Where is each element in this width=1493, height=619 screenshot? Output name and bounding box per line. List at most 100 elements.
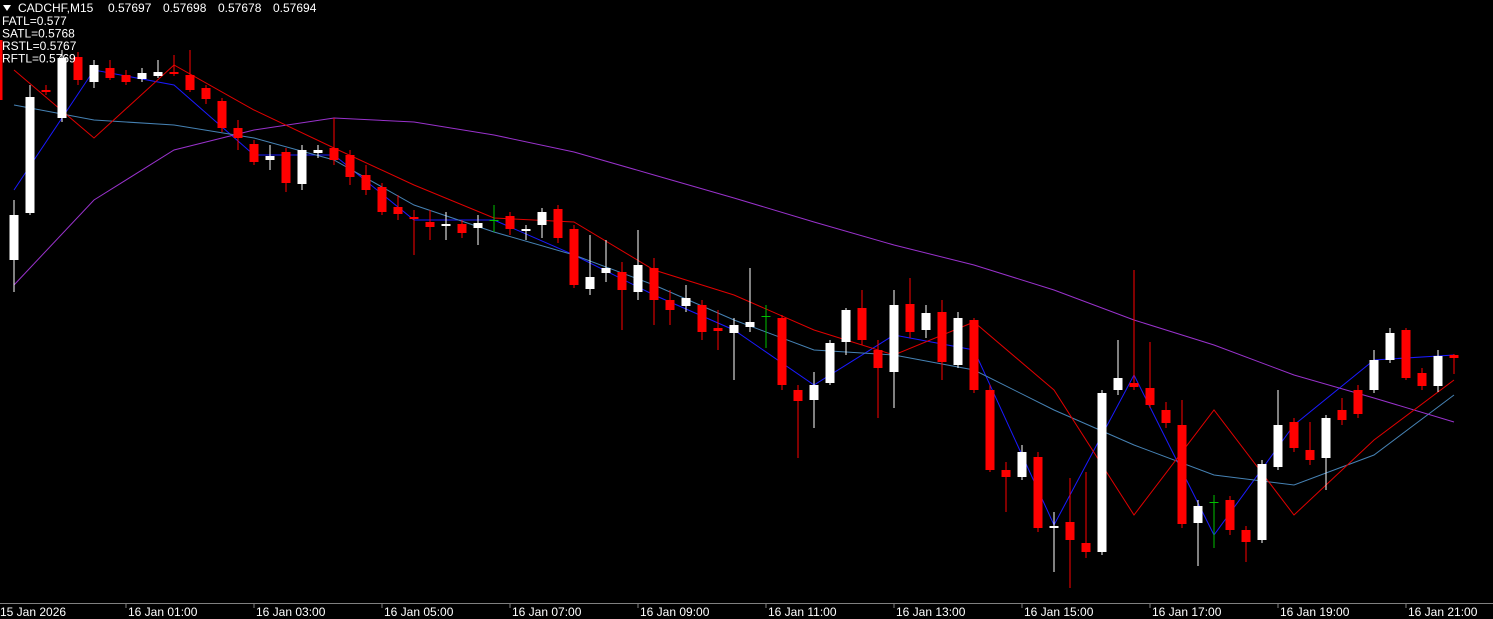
candle-body: [969, 320, 979, 390]
candle-body: [1225, 500, 1235, 530]
candle-body: [89, 65, 99, 82]
candle-body: [857, 308, 867, 340]
candle-body: [1337, 410, 1347, 420]
candle-body: [0, 40, 3, 100]
collapse-arrow[interactable]: [3, 5, 11, 11]
candle-body: [1049, 526, 1059, 528]
candle-body: [473, 223, 483, 228]
candle-body: [1145, 388, 1155, 405]
candle-body: [313, 150, 323, 153]
candle-body: [329, 148, 339, 160]
candle-body: [169, 72, 179, 74]
candle-body: [569, 229, 579, 285]
candle-body: [1353, 390, 1363, 414]
candle-body: [1401, 330, 1411, 378]
candle-body: [201, 88, 211, 99]
header-close: 0.57694: [273, 1, 317, 15]
candle-body: [745, 322, 755, 327]
candle-body: [1177, 425, 1187, 524]
candle-body: [425, 222, 435, 227]
candle-body: [361, 175, 371, 190]
candle-body: [281, 152, 291, 183]
candle-body: [1369, 360, 1379, 390]
candle-body: [1113, 378, 1123, 390]
candle-body: [793, 390, 803, 401]
candle-body: [1273, 425, 1283, 467]
candle-body: [1097, 393, 1107, 552]
x-tick-label: 16 Jan 07:00: [512, 605, 582, 619]
candle-body: [457, 224, 467, 233]
candle-body: [1289, 422, 1299, 448]
plot-area: [0, 40, 1459, 588]
candle-body: [377, 187, 387, 212]
candle-body: [521, 229, 531, 231]
candle-body: [601, 268, 611, 273]
axis-band: [0, 603, 1493, 619]
header-low: 0.57678: [218, 1, 262, 15]
candle-body: [841, 310, 851, 342]
candle-body: [777, 318, 787, 385]
x-tick-label: 16 Jan 15:00: [1024, 605, 1094, 619]
x-tick-label: 16 Jan 17:00: [1152, 605, 1222, 619]
candle-body: [153, 72, 163, 76]
header-open: 0.57697: [108, 1, 152, 15]
x-tick-label: 16 Jan 11:00: [768, 605, 837, 619]
candle-body: [105, 68, 115, 78]
x-tick-label: 16 Jan 19:00: [1280, 605, 1350, 619]
candle-body: [441, 224, 451, 226]
candle-body: [409, 217, 419, 219]
candle-body: [697, 305, 707, 332]
indicator-label: RSTL=0.5767: [2, 39, 77, 53]
candle-body: [73, 57, 83, 80]
candle-body: [489, 220, 499, 221]
candle-body: [1193, 506, 1203, 523]
candle-body: [681, 298, 691, 306]
candle-body: [713, 328, 723, 331]
candle-body: [137, 73, 147, 79]
candle-body: [1017, 452, 1027, 477]
indicator-line: [13, 64, 1455, 516]
indicator-label: FATL=0.577: [2, 14, 67, 28]
candle-body: [1449, 355, 1459, 358]
candle-body: [25, 97, 35, 213]
candle-body: [825, 343, 835, 383]
candle-body: [729, 325, 739, 333]
candle-body: [9, 215, 19, 260]
candle-body: [1081, 543, 1091, 552]
candle-body: [905, 304, 915, 332]
candle-body: [953, 318, 963, 365]
symbol-title: CADCHF,M15: [18, 1, 94, 15]
candle-body: [265, 156, 275, 160]
candle-body: [649, 268, 659, 300]
candle-body: [1033, 457, 1043, 528]
x-tick-label: 16 Jan 09:00: [640, 605, 710, 619]
x-tick-label: 16 Jan 01:00: [128, 605, 198, 619]
candle-body: [297, 150, 307, 184]
header-high: 0.57698: [163, 1, 207, 15]
indicator-label: SATL=0.5768: [2, 27, 75, 41]
candle-body: [1321, 418, 1331, 458]
candle-body: [345, 155, 355, 177]
candle-body: [1241, 530, 1251, 542]
x-tick-label: 15 Jan 2026: [0, 605, 66, 619]
candle-body: [921, 313, 931, 330]
candle-body: [985, 390, 995, 470]
candle-body: [1065, 522, 1075, 540]
x-tick-label: 16 Jan 03:00: [256, 605, 326, 619]
candle-body: [1305, 450, 1315, 460]
candle-body: [585, 277, 595, 289]
candle-body: [1433, 356, 1443, 386]
candle-body: [537, 212, 547, 225]
x-tick-label: 16 Jan 21:00: [1408, 605, 1478, 619]
candle-body: [1257, 464, 1267, 540]
candle-body: [633, 265, 643, 292]
candle-body: [617, 272, 627, 290]
candle-body: [1417, 373, 1427, 386]
candle-body: [249, 144, 259, 162]
candle-body: [233, 128, 243, 138]
candle-body: [809, 385, 819, 400]
x-tick-label: 16 Jan 05:00: [384, 605, 454, 619]
